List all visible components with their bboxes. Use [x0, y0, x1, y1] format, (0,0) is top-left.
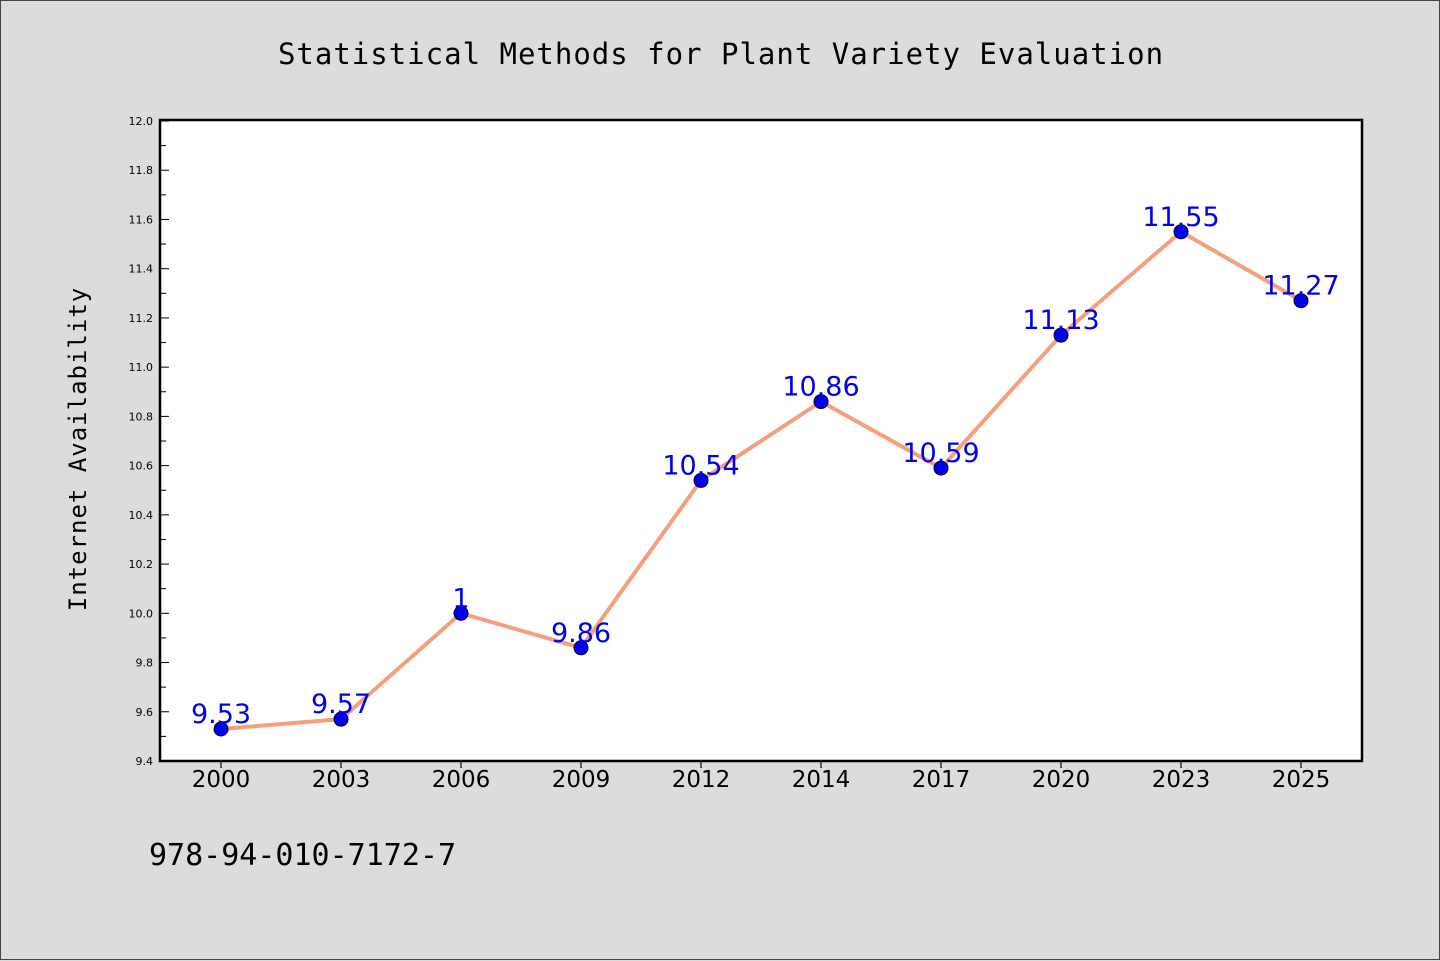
y-axis-label: Internet Availability [64, 287, 92, 611]
x-tick-label: 2020 [1032, 767, 1091, 793]
data-label: 11.13 [1022, 305, 1099, 336]
data-label: 10.86 [782, 372, 859, 403]
data-point [573, 640, 589, 656]
x-tick-label: 2023 [1152, 767, 1211, 793]
isbn-text: 978-94-010-7172-7 [149, 838, 456, 873]
y-tick-label: 10.8 [129, 410, 154, 423]
y-tick-label: 9.6 [136, 706, 154, 719]
y-tick-label: 11.8 [129, 164, 154, 177]
y-tick-label: 12.0 [129, 115, 154, 128]
x-tick-label: 2006 [432, 767, 491, 793]
data-point [333, 711, 349, 727]
data-label: 1 [452, 583, 469, 614]
data-point [453, 605, 469, 621]
x-tick-label: 2009 [552, 767, 611, 793]
y-tick-label: 10.6 [129, 460, 154, 473]
x-tick-label: 2012 [672, 767, 731, 793]
data-markers [213, 224, 1309, 737]
x-tick-label: 2000 [192, 767, 251, 793]
y-tick-label: 11.2 [129, 312, 154, 325]
x-tick-label: 2025 [1272, 767, 1331, 793]
data-point [933, 460, 949, 476]
data-label: 11.55 [1142, 202, 1219, 233]
data-label: 11.27 [1262, 271, 1339, 302]
y-tick-label: 9.4 [136, 755, 154, 768]
data-label: 9.57 [311, 689, 371, 720]
y-tick-label: 9.8 [136, 657, 154, 670]
data-point [693, 472, 709, 488]
y-axis: 9.4 9.6 9.8 10.0 10.2 10.4 10.6 10.8 11.0 11.2 11.… [129, 115, 169, 768]
x-tick-label: 2017 [912, 767, 971, 793]
y-tick-label: 10.2 [129, 558, 154, 571]
y-tick-label: 11.6 [129, 213, 154, 226]
x-tick-label: 2003 [312, 767, 371, 793]
data-point [1053, 327, 1069, 343]
y-tick-label: 11.0 [129, 361, 154, 374]
chart-title: Statistical Methods for Plant Variety Ev… [278, 37, 1164, 71]
data-label: 10.54 [662, 450, 739, 481]
series-line [219, 229, 1303, 731]
x-axis: 2000 2003 2006 2009 2012 2014 2017 2020 2023 2025 [192, 761, 1331, 793]
data-point [213, 721, 229, 737]
x-tick-label: 2014 [792, 767, 851, 793]
data-labels: 9.53 9.57 1 9.86 10.54 10.86 10.59 11.13 11.55 11… [191, 202, 1340, 730]
y-tick-label: 11.4 [129, 263, 154, 276]
y-tick-label: 10.0 [129, 607, 154, 620]
y-tick-label: 10.4 [129, 509, 154, 522]
data-label: 9.53 [191, 699, 251, 730]
data-label: 10.59 [902, 438, 979, 469]
data-point [1293, 293, 1309, 309]
data-point [1173, 224, 1189, 240]
data-label: 9.86 [551, 618, 611, 649]
data-point [813, 394, 829, 410]
